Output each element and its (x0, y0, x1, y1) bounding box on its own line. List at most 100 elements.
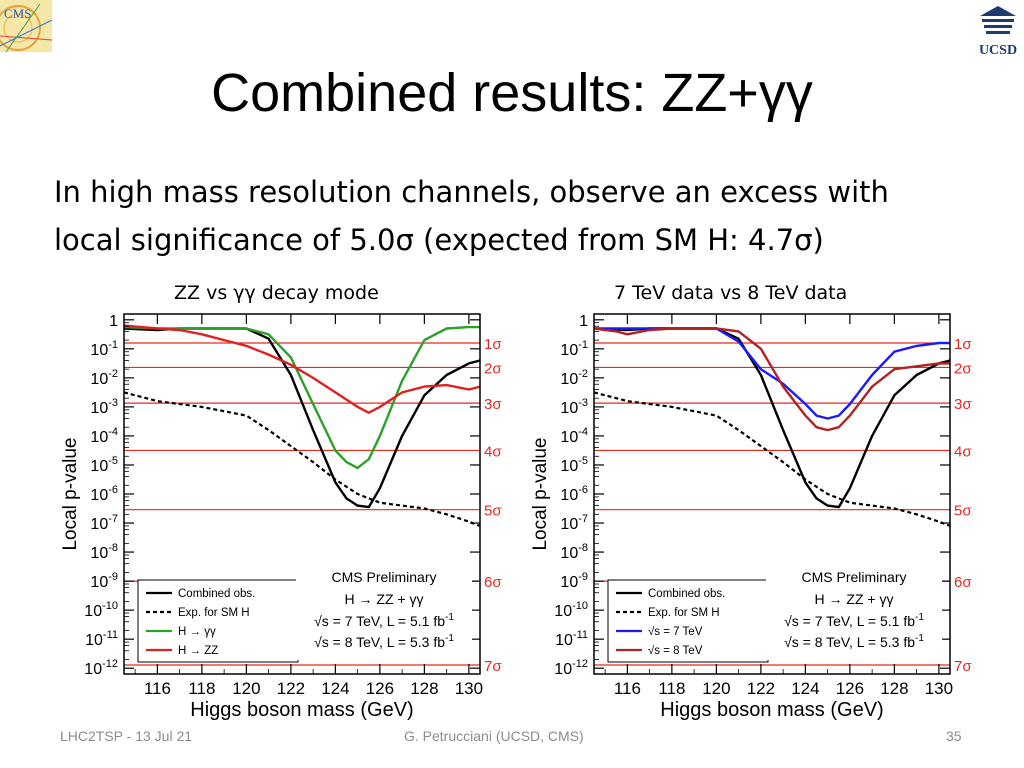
slide-body: In high mass resolution channels, observ… (54, 168, 1004, 264)
annotation-channel: H → ZZ + γγ (815, 591, 894, 607)
body-line-2: local significance of 5.0σ (expected fro… (54, 223, 824, 257)
legend-label-3: H → γγ (178, 626, 216, 638)
y-tick-label-12: 10-12 (554, 658, 588, 678)
sigma-label-3: 3σ (484, 396, 502, 413)
x-tick-label-4: 124 (321, 679, 349, 698)
y-tick-label-5: 10-5 (560, 455, 588, 475)
x-axis-label: Higgs boson mass (GeV) (660, 699, 883, 721)
ucsd-logo: UCSD (979, 6, 1017, 58)
series-line-1 (124, 327, 480, 509)
y-tick-label-11: 10-11 (85, 629, 118, 649)
legend-label-3: √s = 7 TeV (648, 625, 703, 638)
legend-label-4: √s = 8 TeV (648, 644, 703, 657)
legend-label-2: Exp. for SM H (648, 607, 720, 619)
y-tick-label-5: 10-5 (90, 455, 118, 475)
y-tick-label-9: 10-9 (560, 571, 588, 591)
y-tick-label-12: 10-12 (84, 658, 118, 678)
y-tick-label-7: 10-7 (560, 513, 588, 533)
sigma-label-4: 4σ (954, 443, 972, 460)
annotation-box (296, 564, 472, 660)
y-tick-label-1: 10-1 (560, 339, 588, 359)
sigma-label-6: 6σ (484, 574, 502, 591)
sigma-label-1: 1σ (484, 336, 502, 353)
x-tick-label-0: 116 (144, 679, 171, 698)
series-group (124, 324, 480, 527)
footer-date: LHC2TSP - 13 Jul 21 (60, 728, 193, 744)
annotation-lumi-1: √s = 7 TeV, L = 5.1 fb-1 (314, 612, 454, 629)
y-tick-label-0: 1 (579, 313, 588, 330)
y-tick-label-8: 10-8 (560, 542, 588, 562)
series-line-1 (594, 327, 950, 509)
series-line-2 (124, 391, 480, 527)
series-group (594, 327, 950, 527)
x-tick-label-5: 126 (366, 679, 394, 698)
ucsd-logo-text: UCSD (979, 43, 1017, 58)
x-tick-label-6: 128 (880, 679, 908, 698)
annotation-lumi-2: √s = 8 TeV, L = 5.3 fb-1 (784, 633, 924, 650)
y-tick-label-11: 10-11 (555, 629, 588, 649)
y-tick-label-8: 10-8 (90, 542, 118, 562)
y-tick-label-6: 10-6 (560, 484, 588, 504)
y-tick-label-6: 10-6 (90, 484, 118, 504)
footer-page-number: 35 (946, 728, 962, 744)
slide-title: Combined results: ZZ+γγ (211, 63, 813, 123)
annotation-lumi-1: √s = 7 TeV, L = 5.1 fb-1 (784, 612, 924, 629)
sigma-label-2: 2σ (484, 360, 502, 377)
panel-title-left: ZZ vs γγ decay mode (174, 282, 379, 304)
x-tick-label-0: 116 (614, 679, 641, 698)
x-tick-label-1: 118 (188, 679, 215, 698)
panel-title-right: 7 TeV data vs 8 TeV data (614, 282, 848, 304)
annotation-channel: H → ZZ + γγ (345, 591, 424, 607)
sigma-label-7: 7σ (954, 658, 972, 675)
series-line-4 (124, 324, 480, 414)
annotation-cms-preliminary: CMS Preliminary (331, 569, 436, 585)
series-line-2 (594, 391, 950, 527)
legend-label-4: H → ZZ (178, 645, 218, 657)
y-tick-label-1: 10-1 (90, 339, 118, 359)
y-tick-label-0: 1 (109, 313, 118, 330)
sigma-label-7: 7σ (484, 658, 502, 675)
y-tick-label-10: 10-10 (84, 600, 118, 620)
annotation-box (766, 564, 942, 660)
pvalue-plot-7tev-vs-8tev: Local p-value Higgs boson mass (GeV) 1σ 2σ 3… (530, 313, 972, 721)
x-axis-label: Higgs boson mass (GeV) (190, 699, 413, 721)
sigma-label-5: 5σ (954, 503, 972, 520)
pvalue-plot-zz-vs-gammagamma: Local p-value Higgs boson mass (GeV) 1σ 2σ 3… (60, 313, 502, 721)
y-tick-label-3: 10-3 (90, 397, 118, 417)
annotation-lumi-2: √s = 8 TeV, L = 5.3 fb-1 (314, 633, 454, 650)
series-line-4 (594, 327, 950, 432)
cms-logo: CMS (0, 0, 52, 52)
y-tick-label-2: 10-2 (90, 368, 118, 388)
y-tick-label-7: 10-7 (90, 513, 118, 533)
series-line-3 (124, 325, 480, 470)
annotation-cms-preliminary: CMS Preliminary (801, 569, 906, 585)
y-tick-label-9: 10-9 (90, 571, 118, 591)
x-tick-label-7: 130 (455, 679, 483, 698)
x-tick-label-1: 118 (658, 679, 685, 698)
body-line-1: In high mass resolution channels, observ… (54, 175, 889, 209)
sigma-label-1: 1σ (954, 336, 972, 353)
x-tick-label-3: 122 (277, 679, 305, 698)
y-tick-label-10: 10-10 (554, 600, 588, 620)
sigma-label-2: 2σ (954, 360, 972, 377)
x-tick-label-5: 126 (836, 679, 864, 698)
x-tick-label-2: 120 (232, 679, 260, 698)
x-tick-label-6: 128 (410, 679, 438, 698)
footer-author: G. Petrucciani (UCSD, CMS) (404, 728, 584, 744)
y-axis-label: Local p-value (530, 437, 551, 550)
y-tick-label-4: 10-4 (90, 426, 118, 446)
legend-label-1: Combined obs. (178, 588, 255, 600)
sigma-label-4: 4σ (484, 443, 502, 460)
sigma-label-5: 5σ (484, 503, 502, 520)
legend-label-1: Combined obs. (648, 588, 725, 600)
x-tick-label-4: 124 (791, 679, 819, 698)
y-axis-label: Local p-value (60, 437, 81, 550)
x-tick-label-7: 130 (925, 679, 953, 698)
x-tick-label-2: 120 (702, 679, 730, 698)
x-tick-label-3: 122 (747, 679, 775, 698)
legend-label-2: Exp. for SM H (178, 607, 250, 619)
y-tick-label-3: 10-3 (560, 397, 588, 417)
cms-logo-text: CMS (4, 6, 31, 21)
y-tick-label-4: 10-4 (560, 426, 588, 446)
y-tick-label-2: 10-2 (560, 368, 588, 388)
